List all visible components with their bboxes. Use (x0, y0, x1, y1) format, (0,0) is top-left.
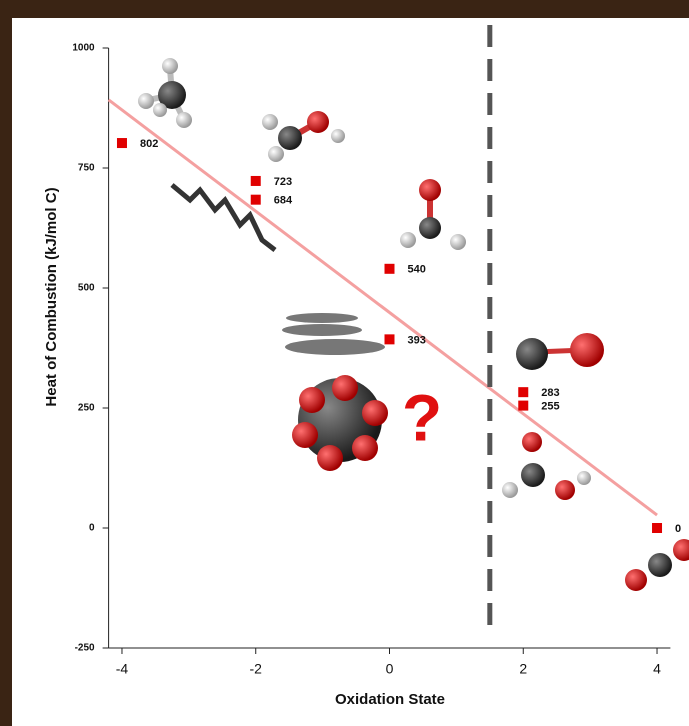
point (652, 523, 662, 533)
value-label: 802 (140, 138, 158, 150)
y-tick-label: 750 (78, 163, 95, 174)
point (251, 176, 261, 186)
annotation: ? (402, 380, 442, 454)
point (518, 401, 528, 411)
point (518, 387, 528, 397)
y-tick-label: 1000 (72, 43, 95, 54)
value-label: 684 (274, 195, 293, 207)
y-axis-title: Heat of Combustion (kJ/mol C) (43, 187, 60, 406)
value-label: 540 (408, 264, 426, 276)
x-tick-label: 4 (653, 661, 661, 677)
value-label: 255 (541, 401, 559, 413)
x-tick-label: 0 (386, 661, 394, 677)
y-tick-label: 0 (89, 523, 95, 534)
x-tick-label: -2 (250, 661, 263, 677)
point (251, 195, 261, 205)
x-tick-label: 2 (519, 661, 527, 677)
point (385, 334, 395, 344)
page: Heat of Combustion (kJ/mol C) Oxidation … (0, 0, 689, 726)
x-axis-title: Oxidation State (335, 691, 445, 708)
y-tick-label: -250 (75, 643, 95, 654)
chart: Heat of Combustion (kJ/mol C) Oxidation … (0, 0, 689, 726)
value-label: 723 (274, 176, 292, 188)
y-tick-label: 250 (78, 403, 95, 414)
y-tick-label: 500 (78, 283, 95, 294)
point (385, 264, 395, 274)
value-label: 283 (541, 387, 559, 399)
point (117, 138, 127, 148)
value-label: 0 (675, 523, 681, 535)
plot-panel (12, 18, 689, 726)
x-tick-label: -4 (116, 661, 129, 677)
value-label: 393 (408, 334, 426, 346)
